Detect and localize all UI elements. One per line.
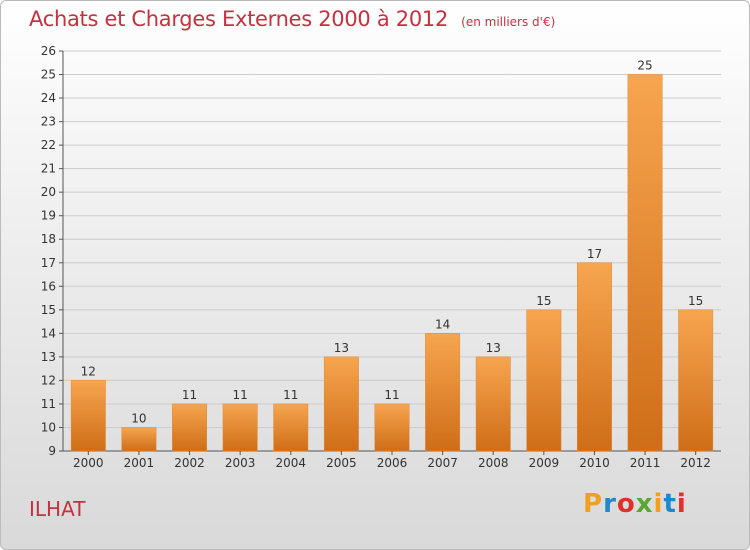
data-label: 25	[637, 59, 652, 73]
chart-title: Achats et Charges Externes 2000 à 2012 (…	[29, 7, 555, 31]
data-label: 13	[486, 341, 501, 355]
place-name: ILHAT	[29, 497, 86, 521]
y-tick-label: 17	[41, 256, 56, 270]
bar	[475, 356, 511, 452]
y-tick-label: 19	[41, 209, 56, 223]
bar	[273, 403, 309, 452]
bar	[374, 403, 410, 452]
x-tick-label: 2011	[630, 456, 661, 470]
y-tick-label: 20	[41, 185, 56, 199]
x-tick-label: 2010	[579, 456, 610, 470]
logo-letter: P	[583, 489, 604, 519]
proxiti-logo: Proxiti	[583, 489, 687, 519]
x-tick-label: 2005	[326, 456, 357, 470]
data-label: 17	[587, 247, 602, 261]
chart-unit-note: (en milliers d'€)	[461, 15, 556, 29]
y-tick-label: 26	[41, 44, 56, 58]
bar	[526, 309, 562, 452]
logo-letter: x	[635, 489, 654, 519]
x-tick-label: 2003	[225, 456, 256, 470]
data-label: 15	[688, 294, 703, 308]
logo-letter: o	[616, 489, 636, 519]
y-tick-label: 16	[41, 279, 56, 293]
data-label: 11	[384, 388, 399, 402]
bar	[425, 333, 461, 452]
y-tick-label: 25	[41, 68, 56, 82]
data-label: 11	[283, 388, 298, 402]
data-label: 14	[435, 317, 450, 331]
x-tick-label: 2006	[377, 456, 408, 470]
bar	[627, 74, 663, 452]
y-tick-label: 24	[41, 91, 56, 105]
data-label: 11	[233, 388, 248, 402]
data-label: 15	[536, 294, 551, 308]
bar	[577, 262, 612, 452]
data-label: 12	[81, 364, 96, 378]
y-tick-label: 9	[48, 444, 56, 458]
y-tick-label: 10	[41, 420, 56, 434]
y-tick-label: 21	[41, 162, 56, 176]
bar	[678, 309, 714, 452]
x-tick-label: 2007	[427, 456, 458, 470]
chart-title-main: Achats et Charges Externes 2000 à 2012	[29, 7, 449, 31]
bar	[121, 427, 157, 452]
data-label: 13	[334, 341, 349, 355]
y-tick-label: 23	[41, 115, 56, 129]
bar	[222, 403, 258, 452]
x-tick-label: 2002	[174, 456, 205, 470]
data-label: 10	[131, 411, 146, 425]
y-tick-label: 22	[41, 138, 56, 152]
x-tick-label: 2004	[275, 456, 306, 470]
bar	[323, 356, 359, 452]
logo-letter: i	[676, 489, 687, 519]
bar	[172, 403, 207, 452]
y-tick-label: 13	[41, 350, 56, 364]
y-tick-label: 18	[41, 232, 56, 246]
data-label: 11	[182, 388, 197, 402]
y-tick-label: 11	[41, 397, 56, 411]
y-tick-label: 14	[41, 326, 56, 340]
x-tick-label: 2000	[73, 456, 104, 470]
x-tick-label: 2009	[529, 456, 560, 470]
y-tick-label: 15	[41, 303, 56, 317]
x-tick-label: 2008	[478, 456, 509, 470]
logo-letter: i	[653, 489, 664, 519]
x-tick-label: 2012	[680, 456, 711, 470]
bar	[70, 380, 106, 452]
x-tick-label: 2001	[124, 456, 155, 470]
logo-letter: r	[603, 489, 617, 519]
y-tick-label: 12	[41, 373, 56, 387]
logo-letter: t	[663, 489, 677, 519]
